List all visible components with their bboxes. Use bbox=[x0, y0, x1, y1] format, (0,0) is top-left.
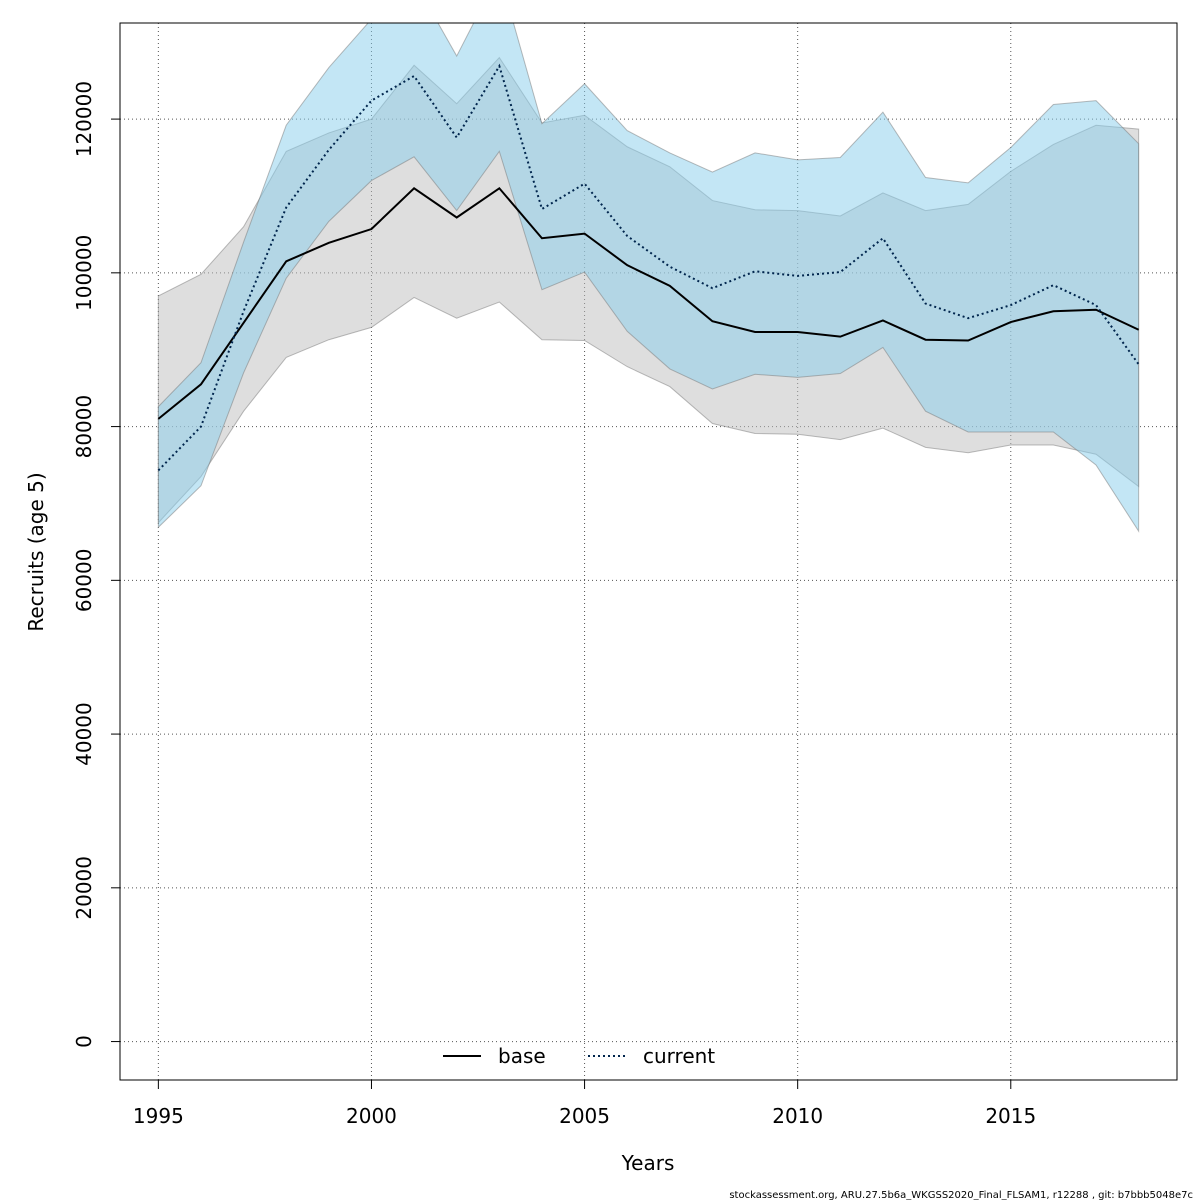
x-axis-label: Years bbox=[621, 1151, 675, 1175]
line-base bbox=[157, 186, 1140, 420]
y-axis: 0 20000 40000 60000 80000 100000 120000 bbox=[72, 81, 120, 1048]
y-tick-label: 100000 bbox=[72, 235, 96, 311]
series-lines bbox=[157, 63, 1140, 472]
y-axis-label: Recruits (age 5) bbox=[24, 472, 48, 631]
y-tick-label: 40000 bbox=[72, 702, 96, 766]
line-current bbox=[157, 63, 1140, 472]
y-tick-label: 120000 bbox=[72, 81, 96, 157]
y-tick-label: 80000 bbox=[72, 395, 96, 459]
y-tick-label: 0 bbox=[72, 1035, 96, 1048]
x-tick-label: 2005 bbox=[559, 1104, 610, 1128]
x-tick-label: 2015 bbox=[985, 1104, 1036, 1128]
confidence-bands bbox=[157, 23, 1140, 533]
x-tick-label: 2010 bbox=[772, 1104, 823, 1128]
x-tick-label: 2000 bbox=[346, 1104, 397, 1128]
footer-credit: stockassessment.org, ARU.27.5b6a_WKGSS20… bbox=[729, 1190, 1193, 1200]
x-axis: 1995 2000 2005 2010 2015 bbox=[133, 1080, 1036, 1128]
y-tick-label: 20000 bbox=[72, 856, 96, 920]
x-tick-label: 1995 bbox=[133, 1104, 184, 1128]
legend: base current bbox=[443, 1044, 715, 1068]
legend-label-current: current bbox=[643, 1044, 715, 1068]
plot-frame bbox=[119, 22, 1178, 1081]
y-tick-label: 60000 bbox=[72, 549, 96, 613]
legend-label-base: base bbox=[498, 1044, 546, 1068]
band-current bbox=[157, 23, 1140, 533]
